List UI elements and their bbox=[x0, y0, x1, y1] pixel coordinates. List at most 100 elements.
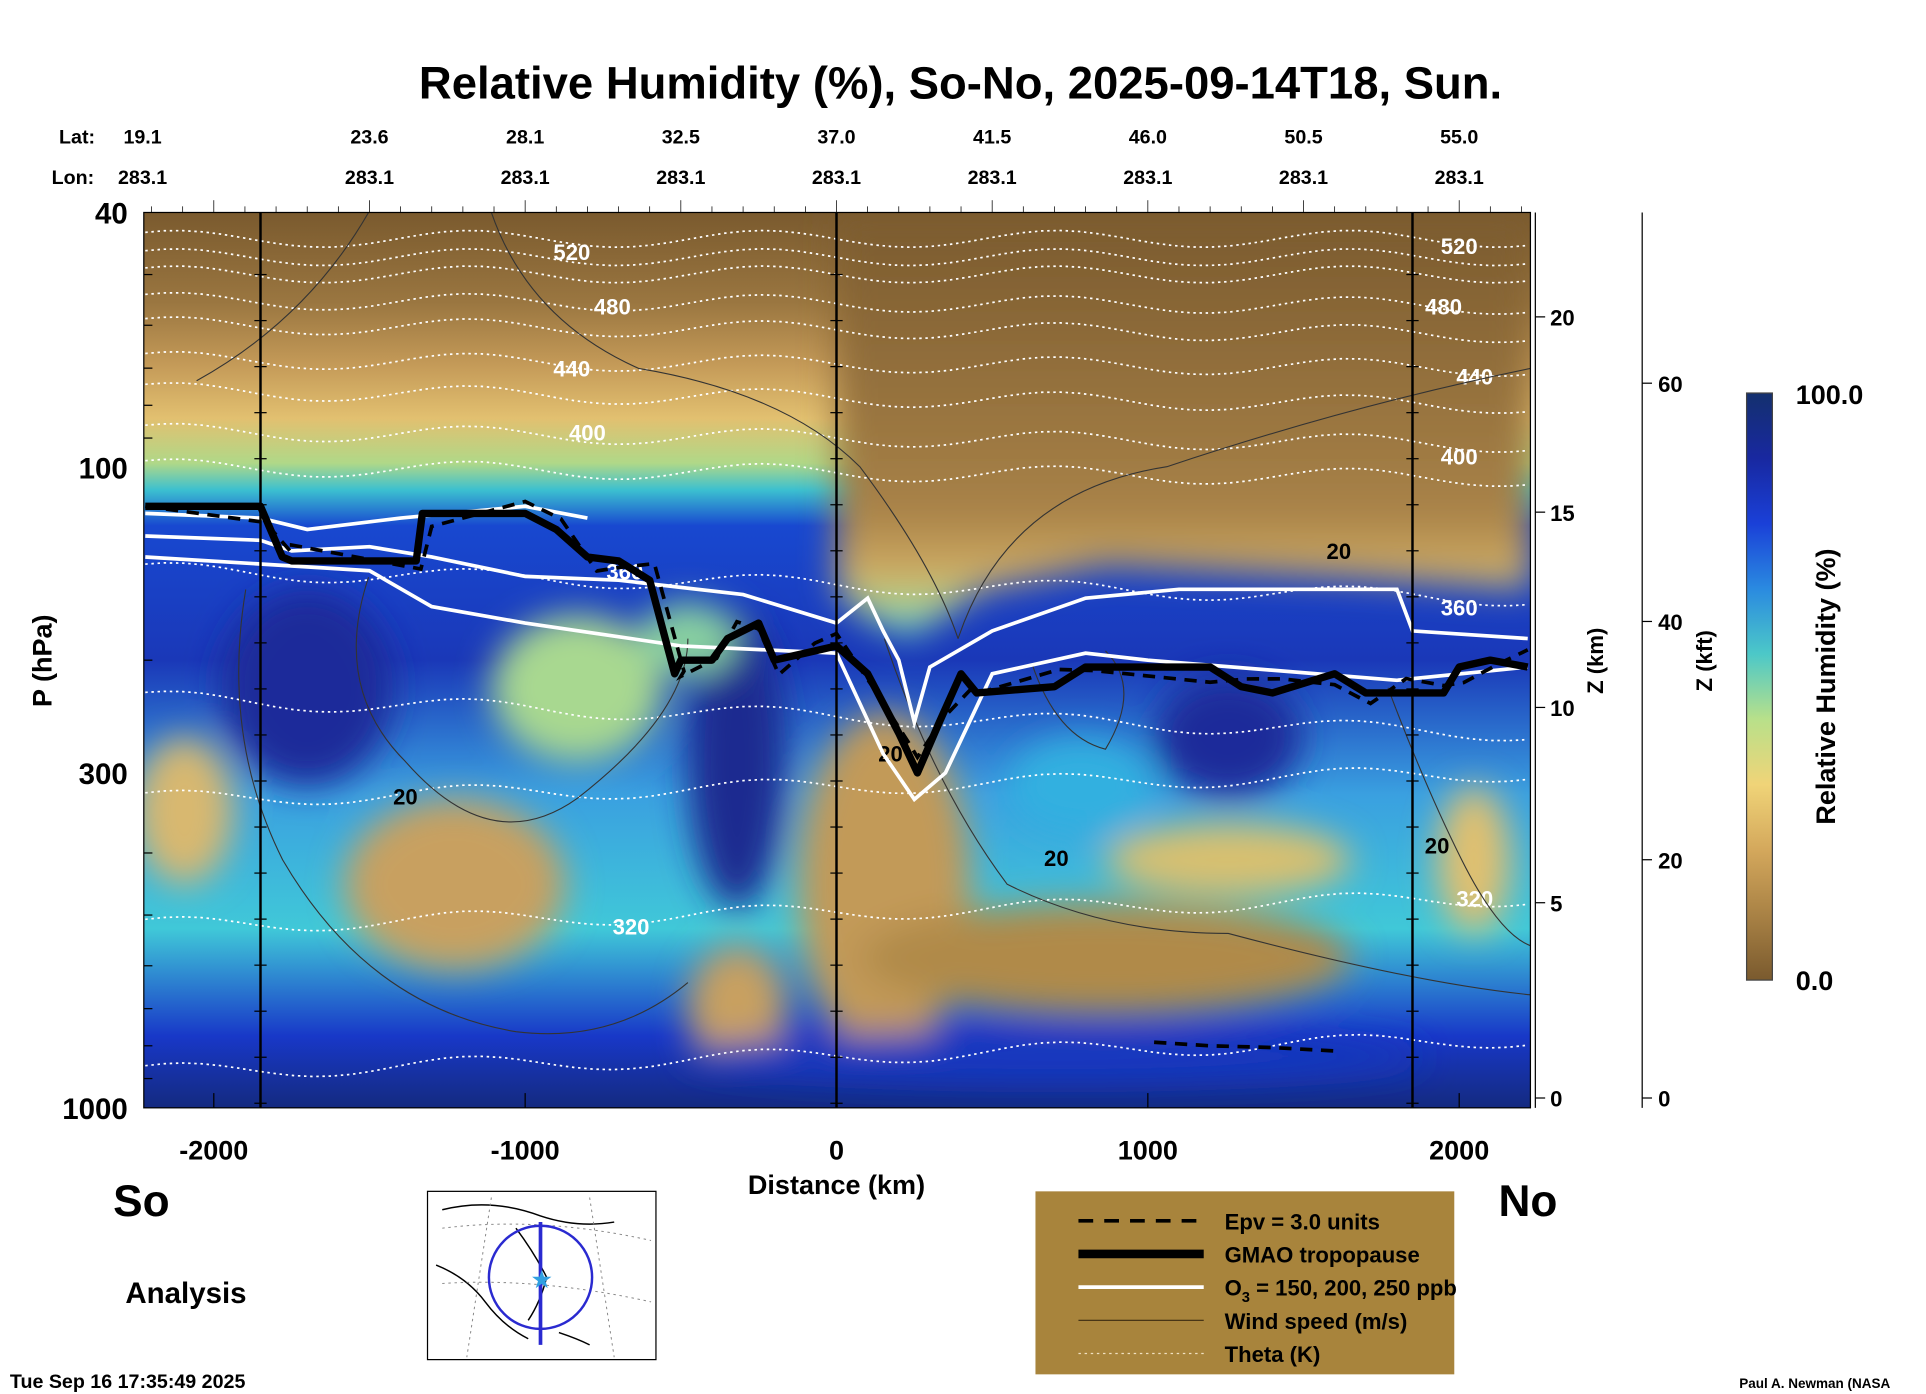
lat-value: 37.0 bbox=[817, 127, 855, 149]
colorbar-gradient bbox=[1745, 392, 1773, 981]
theta-label-right: 400 bbox=[1441, 445, 1478, 470]
lat-value: 41.5 bbox=[973, 127, 1011, 149]
theta-line bbox=[145, 422, 1528, 453]
colorbar-min: 0.0 bbox=[1796, 966, 1834, 996]
x-tick-label: 0 bbox=[829, 1135, 844, 1165]
legend-label: O3 = 150, 200, 250 ppb bbox=[1225, 1276, 1457, 1306]
z-km-tick-label: 5 bbox=[1550, 891, 1562, 916]
theta-line bbox=[145, 892, 1528, 932]
lon-value: 283.1 bbox=[118, 167, 167, 189]
wind-label: 20 bbox=[1044, 846, 1069, 871]
legend-label-rest: = 150, 200, 250 ppb bbox=[1250, 1276, 1457, 1301]
theta-label-left: 440 bbox=[553, 357, 590, 382]
z-km-tick-label: 15 bbox=[1550, 501, 1575, 526]
lat-lon-header: Lat: Lon: 19.1 283.1 23.6 283.1 28.1 283.1 32.5 2… bbox=[52, 127, 1484, 190]
credit: Paul A. Newman (NASA bbox=[1739, 1376, 1890, 1391]
legend-label-text: O bbox=[1225, 1276, 1242, 1301]
legend-label-text: GMAO tropopause bbox=[1225, 1243, 1420, 1268]
wind-contour bbox=[490, 212, 959, 639]
lat-label: Lat: bbox=[59, 127, 95, 149]
z-km-label: Z (km) bbox=[1583, 628, 1608, 694]
x-tick-label: 1000 bbox=[1118, 1135, 1178, 1165]
theta-line bbox=[145, 265, 1528, 284]
z-kft-tick-label: 60 bbox=[1658, 372, 1683, 397]
lat-value: 23.6 bbox=[350, 127, 388, 149]
theta-label-right: 440 bbox=[1456, 365, 1493, 390]
legend-label-sub: 3 bbox=[1242, 1290, 1250, 1306]
lat-value: 28.1 bbox=[506, 127, 544, 149]
axes: -2000 -1000 0 1000 2000 40 100 300 1000 0 5 10 15 20 0… bbox=[62, 198, 1682, 1166]
y-axis-label: P (hPa) bbox=[28, 614, 58, 707]
theta-line bbox=[145, 351, 1528, 377]
ozone-line bbox=[145, 504, 588, 532]
theta-label-left: 480 bbox=[594, 295, 631, 320]
z-kft-tick-label: 20 bbox=[1658, 848, 1683, 873]
theta-label-left: 400 bbox=[569, 420, 606, 445]
north-label: No bbox=[1498, 1177, 1557, 1226]
theta-line bbox=[145, 382, 1528, 414]
theta-line bbox=[145, 458, 1528, 487]
legend-label: Theta (K) bbox=[1225, 1342, 1321, 1367]
theta-label-right: 320 bbox=[1456, 886, 1493, 911]
x-tick-label: -2000 bbox=[179, 1135, 248, 1165]
theta-line bbox=[145, 690, 1528, 742]
y-tick-label: 40 bbox=[95, 198, 128, 231]
lon-value: 283.1 bbox=[968, 167, 1017, 189]
theta-label-right: 360 bbox=[1441, 595, 1478, 620]
theta-line bbox=[145, 229, 1528, 249]
legend-label-text: Theta (K) bbox=[1225, 1342, 1321, 1367]
theta-line bbox=[145, 1033, 1528, 1078]
lon-value: 283.1 bbox=[1123, 167, 1172, 189]
colorbar: 100.0 0.0 Relative Humidity (%) bbox=[1745, 380, 1864, 996]
legend-label-text: Epv = 3.0 units bbox=[1225, 1209, 1380, 1234]
lon-value: 283.1 bbox=[345, 167, 394, 189]
z-kft-tick-label: 0 bbox=[1658, 1087, 1670, 1112]
epv-line bbox=[1153, 1040, 1335, 1053]
ozone-line bbox=[145, 534, 1528, 730]
x-tick-label: -1000 bbox=[491, 1135, 560, 1165]
y-tick-label: 1000 bbox=[62, 1093, 128, 1126]
z-km-tick-label: 10 bbox=[1550, 696, 1575, 721]
lon-label: Lon: bbox=[52, 167, 95, 189]
z-kft-tick-label: 40 bbox=[1658, 610, 1683, 635]
x-tick-label: 2000 bbox=[1429, 1135, 1489, 1165]
legend-label: Wind speed (m/s) bbox=[1225, 1309, 1408, 1334]
z-km-tick-label: 20 bbox=[1550, 305, 1575, 330]
wind-contour bbox=[883, 638, 1531, 996]
lat-value: 50.5 bbox=[1284, 127, 1322, 149]
star-icon: ★ bbox=[532, 1267, 552, 1292]
location-map-inset: ★ bbox=[426, 1190, 657, 1361]
theta-label-right: 520 bbox=[1441, 234, 1478, 259]
theta-line bbox=[145, 767, 1528, 806]
lat-value: 32.5 bbox=[662, 127, 700, 149]
lon-value: 283.1 bbox=[812, 167, 861, 189]
timestamp: Tue Sep 16 17:35:49 2025 bbox=[10, 1371, 246, 1393]
wind-contour bbox=[1387, 687, 1531, 947]
lon-value: 283.1 bbox=[1435, 167, 1484, 189]
lon-value: 283.1 bbox=[1279, 167, 1328, 189]
wind-contour bbox=[1031, 650, 1125, 750]
chart-title: Relative Humidity (%), So-No, 2025-09-14… bbox=[419, 57, 1502, 108]
z-km-tick-label: 0 bbox=[1550, 1087, 1562, 1112]
ozone-line bbox=[145, 555, 1528, 803]
theta-label-left: 320 bbox=[613, 915, 650, 940]
wind-contour bbox=[238, 589, 689, 1035]
legend-label-text: Wind speed (m/s) bbox=[1225, 1309, 1408, 1334]
lat-value: 55.0 bbox=[1440, 127, 1478, 149]
legend: Epv = 3.0 units GMAO tropopause O3 = 150, … bbox=[1035, 1191, 1457, 1375]
theta-label-left: 520 bbox=[553, 240, 590, 265]
y-tick-label: 300 bbox=[79, 758, 128, 791]
theta-label-right: 480 bbox=[1425, 295, 1462, 320]
colorbar-max: 100.0 bbox=[1796, 380, 1864, 410]
z-kft-label: Z (kft) bbox=[1692, 630, 1717, 691]
wind-contour bbox=[957, 367, 1531, 639]
wind-contour bbox=[355, 577, 689, 823]
legend-label: Epv = 3.0 units bbox=[1225, 1209, 1380, 1234]
colorbar-label: Relative Humidity (%) bbox=[1811, 548, 1841, 824]
wind-label: 20 bbox=[393, 784, 418, 809]
lon-value: 283.1 bbox=[501, 167, 550, 189]
analysis-label: Analysis bbox=[125, 1277, 246, 1310]
